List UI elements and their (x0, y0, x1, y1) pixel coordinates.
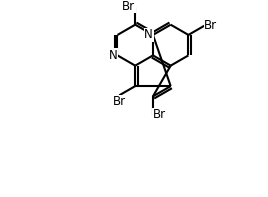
Text: N: N (109, 49, 117, 62)
Text: Br: Br (122, 0, 135, 13)
Text: Br: Br (153, 108, 166, 121)
Text: N: N (144, 28, 153, 41)
Text: Br: Br (204, 19, 218, 32)
Text: Br: Br (113, 95, 126, 108)
